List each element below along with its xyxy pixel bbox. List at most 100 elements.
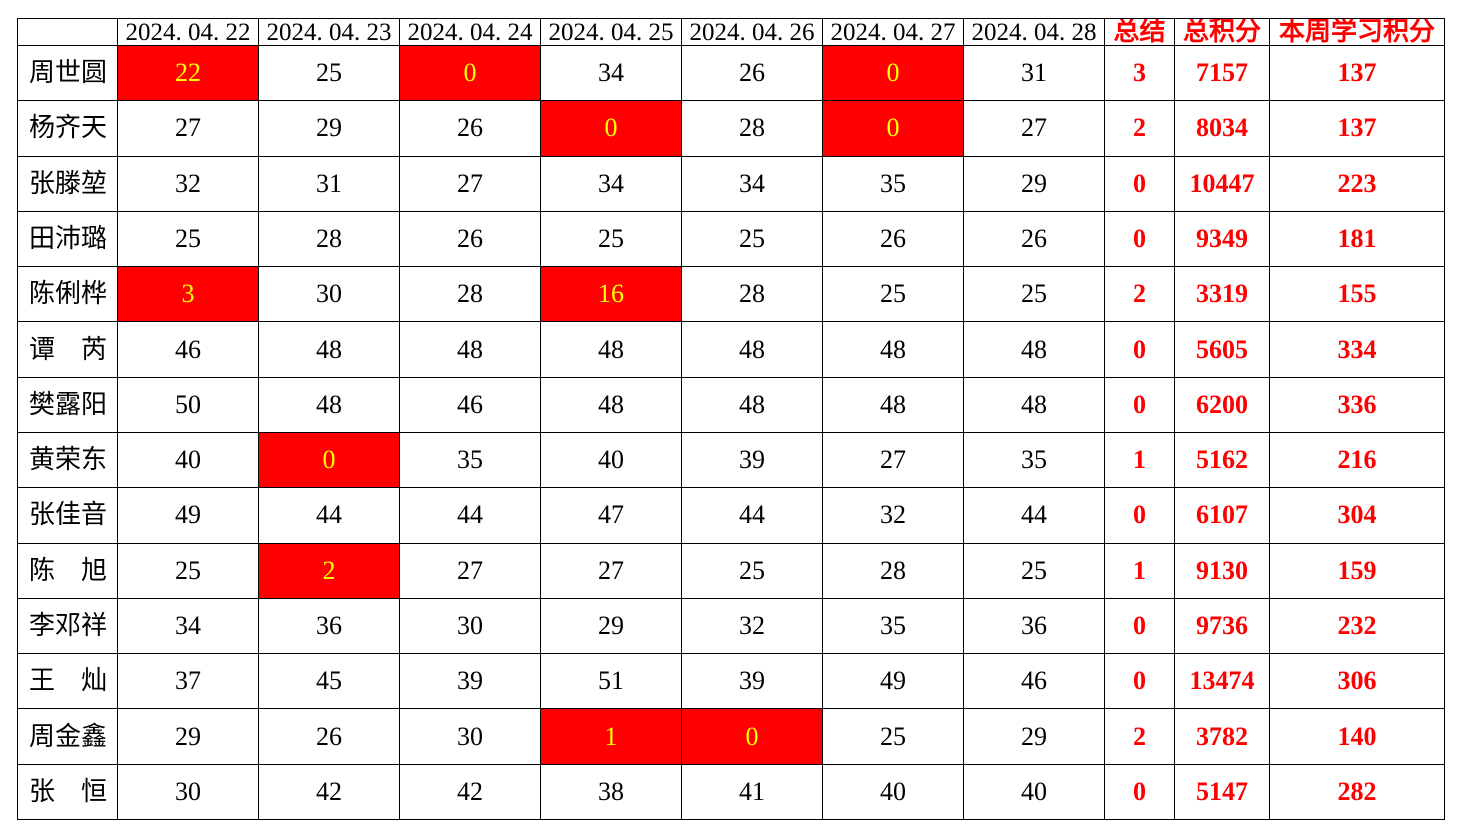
daily-score-cell: 31	[258, 155, 400, 212]
total-points-cell: 10447	[1174, 155, 1270, 212]
daily-score-cell: 40	[540, 431, 682, 489]
week-points-cell: 155	[1269, 266, 1445, 323]
week-points-cell: 137	[1269, 100, 1445, 157]
student-row: 张佳音 49 44 44 47 44 32 44 0 6107 304	[17, 487, 1445, 544]
daily-score-cell: 28	[681, 266, 823, 323]
total-points-cell: 5162	[1174, 431, 1270, 489]
daily-score-cell: 25	[117, 542, 259, 599]
daily-score-cell: 26	[399, 100, 541, 157]
week-points-cell: 140	[1269, 708, 1445, 765]
daily-score-cell: 30	[117, 763, 259, 821]
student-row: 谭 芮 46 48 48 48 48 48 48 0 5605 334	[17, 321, 1445, 378]
date-column-header: 2024. 04. 22	[117, 18, 259, 46]
student-name: 谭 芮	[17, 321, 118, 378]
daily-score-cell: 29	[963, 155, 1105, 212]
daily-score-cell: 28	[399, 266, 541, 323]
daily-score-cell: 48	[681, 376, 823, 433]
daily-score-cell: 28	[822, 542, 964, 599]
daily-score-cell: 48	[963, 321, 1105, 378]
daily-score-cell: 49	[822, 653, 964, 710]
total-points-column-header: 总积分	[1174, 18, 1270, 46]
summary-count-cell: 0	[1104, 487, 1175, 544]
daily-score-cell: 38	[540, 763, 682, 821]
daily-score-cell: 41	[681, 763, 823, 821]
daily-score-cell: 0	[258, 431, 400, 489]
daily-score-cell: 48	[822, 321, 964, 378]
student-name: 张滕堃	[17, 155, 118, 212]
summary-count-cell: 0	[1104, 210, 1175, 268]
daily-score-cell: 27	[822, 431, 964, 489]
weekly-score-table: 2024. 04. 22 2024. 04. 23 2024. 04. 24 2…	[17, 18, 1445, 821]
daily-score-cell: 29	[117, 708, 259, 765]
student-name: 黄荣东	[17, 431, 118, 489]
daily-score-cell: 1	[540, 708, 682, 765]
daily-score-cell: 34	[681, 155, 823, 212]
daily-score-cell: 0	[399, 44, 541, 102]
daily-score-cell: 48	[681, 321, 823, 378]
week-points-cell: 159	[1269, 542, 1445, 599]
total-points-cell: 8034	[1174, 100, 1270, 157]
student-row: 张 恒 30 42 42 38 41 40 40 0 5147 282	[17, 763, 1445, 821]
daily-score-cell: 32	[117, 155, 259, 212]
daily-score-cell: 44	[258, 487, 400, 544]
total-points-cell: 9736	[1174, 597, 1270, 655]
student-row: 杨齐天 27 29 26 0 28 0 27 2 8034 137	[17, 100, 1445, 157]
daily-score-cell: 26	[681, 44, 823, 102]
total-points-cell: 13474	[1174, 653, 1270, 710]
total-points-cell: 5605	[1174, 321, 1270, 378]
daily-score-cell: 28	[681, 100, 823, 157]
daily-score-cell: 34	[117, 597, 259, 655]
summary-count-cell: 0	[1104, 376, 1175, 433]
student-name: 周世圆	[17, 44, 118, 102]
daily-score-cell: 28	[258, 210, 400, 268]
daily-score-cell: 3	[117, 266, 259, 323]
daily-score-cell: 27	[399, 542, 541, 599]
week-points-cell: 282	[1269, 763, 1445, 821]
student-name: 樊露阳	[17, 376, 118, 433]
daily-score-cell: 45	[258, 653, 400, 710]
student-name: 周金鑫	[17, 708, 118, 765]
daily-score-cell: 25	[117, 210, 259, 268]
date-column-header: 2024. 04. 24	[399, 18, 541, 46]
daily-score-cell: 48	[399, 321, 541, 378]
student-row: 田沛璐 25 28 26 25 25 26 26 0 9349 181	[17, 210, 1445, 268]
daily-score-cell: 29	[963, 708, 1105, 765]
summary-count-cell: 1	[1104, 431, 1175, 489]
daily-score-cell: 44	[681, 487, 823, 544]
daily-score-cell: 40	[963, 763, 1105, 821]
daily-score-cell: 48	[540, 376, 682, 433]
week-points-cell: 216	[1269, 431, 1445, 489]
summary-count-cell: 2	[1104, 100, 1175, 157]
week-points-cell: 137	[1269, 44, 1445, 102]
daily-score-cell: 46	[963, 653, 1105, 710]
daily-score-cell: 16	[540, 266, 682, 323]
daily-score-cell: 42	[258, 763, 400, 821]
total-points-cell: 7157	[1174, 44, 1270, 102]
daily-score-cell: 44	[963, 487, 1105, 544]
daily-score-cell: 26	[399, 210, 541, 268]
student-name: 陈俐桦	[17, 266, 118, 323]
student-row: 黄荣东 40 0 35 40 39 27 35 1 5162 216	[17, 431, 1445, 489]
daily-score-cell: 48	[963, 376, 1105, 433]
student-name: 张佳音	[17, 487, 118, 544]
total-points-cell: 9130	[1174, 542, 1270, 599]
date-column-header: 2024. 04. 27	[822, 18, 964, 46]
daily-score-cell: 46	[117, 321, 259, 378]
total-points-cell: 6107	[1174, 487, 1270, 544]
daily-score-cell: 39	[681, 653, 823, 710]
total-points-cell: 9349	[1174, 210, 1270, 268]
week-points-cell: 334	[1269, 321, 1445, 378]
week-points-column-header: 本周学习积分	[1269, 18, 1445, 46]
student-name: 李邓祥	[17, 597, 118, 655]
summary-count-cell: 3	[1104, 44, 1175, 102]
daily-score-cell: 49	[117, 487, 259, 544]
student-name: 陈 旭	[17, 542, 118, 599]
daily-score-cell: 25	[822, 266, 964, 323]
summary-count-cell: 0	[1104, 155, 1175, 212]
summary-count-cell: 2	[1104, 708, 1175, 765]
student-row: 陈俐桦 3 30 28 16 28 25 25 2 3319 155	[17, 266, 1445, 323]
header-row: 2024. 04. 22 2024. 04. 23 2024. 04. 24 2…	[17, 18, 1445, 46]
week-points-cell: 306	[1269, 653, 1445, 710]
daily-score-cell: 39	[399, 653, 541, 710]
daily-score-cell: 37	[117, 653, 259, 710]
